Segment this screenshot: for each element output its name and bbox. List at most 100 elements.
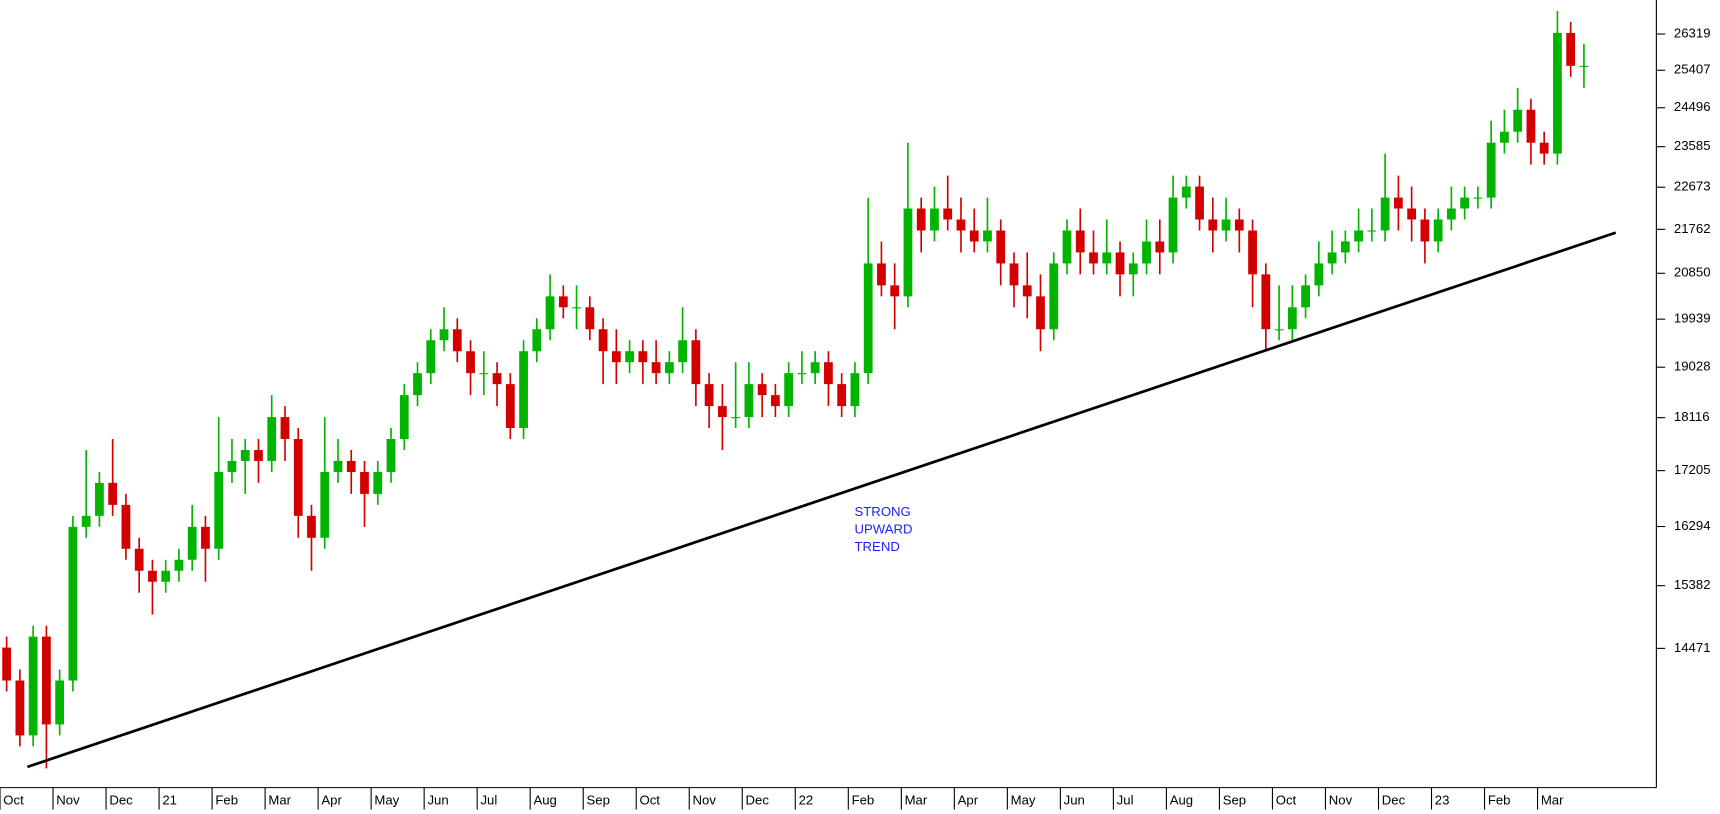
candle-body — [863, 263, 873, 374]
candle-body — [890, 285, 900, 297]
candle-body — [1049, 263, 1059, 330]
candle-body — [983, 230, 992, 242]
candle-body — [466, 351, 475, 374]
candle-body — [903, 208, 913, 297]
candle-body — [1075, 230, 1085, 253]
candle-body — [28, 636, 38, 736]
y-tick-label: 23585 — [1674, 138, 1711, 153]
candle-body — [95, 482, 104, 516]
x-tick-label: Dec — [1382, 792, 1406, 807]
candle-body — [161, 570, 171, 582]
x-tick-label: May — [374, 792, 399, 807]
x-tick-label: Apr — [958, 792, 979, 807]
x-tick-label: 21 — [162, 792, 177, 807]
candle-body — [717, 406, 727, 418]
x-tick-label: Aug — [1170, 792, 1193, 807]
y-tick-label: 26319 — [1674, 26, 1711, 41]
x-tick-label: Sep — [1223, 792, 1246, 807]
x-tick-label: Feb — [1488, 792, 1511, 807]
x-tick-label: Dec — [109, 792, 133, 807]
candle-body — [1089, 252, 1098, 264]
candle-body — [280, 417, 290, 440]
candle-body — [333, 460, 343, 472]
candle-body — [1128, 263, 1138, 275]
candle-body — [373, 471, 383, 494]
candle-body — [42, 636, 51, 725]
trendline — [27, 231, 1617, 769]
y-tick-label: 17205 — [1674, 462, 1711, 477]
candle-body — [240, 450, 250, 461]
candle-body — [638, 351, 648, 363]
candle-body — [1168, 197, 1178, 253]
x-tick-label: 22 — [799, 792, 814, 807]
candle-body — [214, 471, 224, 549]
y-tick-label: 19939 — [1674, 311, 1711, 326]
candle-body — [731, 417, 741, 419]
x-tick-label: Jun — [1064, 792, 1085, 807]
candle-body — [810, 362, 820, 374]
x-tick-label: Oct — [3, 792, 24, 807]
candle-body — [824, 362, 833, 385]
candle-body — [1354, 230, 1363, 242]
candle-body — [956, 219, 966, 231]
candle-body — [1022, 285, 1032, 297]
candle-body — [1248, 230, 1257, 275]
candle-body — [744, 384, 754, 418]
candle-body — [413, 373, 422, 396]
candle-body — [1327, 252, 1337, 264]
candle-body — [1221, 219, 1231, 231]
candle-body — [1036, 296, 1045, 330]
candle-body — [877, 263, 886, 286]
candle-body — [545, 296, 555, 330]
x-tick-label: May — [1011, 792, 1036, 807]
candle-body — [1195, 186, 1204, 220]
y-tick-label: 21762 — [1674, 221, 1711, 236]
x-tick-label: Apr — [321, 792, 342, 807]
x-tick-label: Oct — [640, 792, 661, 807]
candle-body — [969, 230, 979, 242]
candle-body — [1261, 274, 1271, 330]
candle-body — [930, 208, 939, 231]
candle-body — [1446, 208, 1456, 220]
candle-body — [227, 460, 237, 472]
x-tick-label: 23 — [1435, 792, 1450, 807]
candle-body — [148, 570, 157, 582]
candle-body — [187, 526, 197, 560]
x-tick-label: Feb — [215, 792, 238, 807]
candle-body — [1142, 241, 1151, 264]
candle-body — [386, 439, 396, 472]
x-tick-label: Jun — [427, 792, 448, 807]
x-tick-label: Nov — [56, 792, 80, 807]
x-tick-label: Aug — [533, 792, 556, 807]
x-tick-label: Nov — [1329, 792, 1353, 807]
x-tick-label: Feb — [852, 792, 875, 807]
candle-body — [625, 351, 634, 363]
candle-body — [1301, 285, 1310, 308]
candle-body — [108, 482, 118, 505]
candle-body — [293, 439, 303, 516]
y-tick-label: 24496 — [1674, 99, 1711, 114]
candle-body — [505, 384, 515, 429]
candle-body — [81, 515, 91, 527]
candle-body — [1062, 230, 1072, 264]
candle-body — [174, 559, 184, 571]
candle-body — [1380, 197, 1390, 231]
candle-body — [439, 329, 449, 341]
y-tick-label: 22673 — [1674, 179, 1711, 194]
candle-body — [479, 373, 489, 375]
candle-body — [558, 296, 568, 308]
candle-body — [346, 460, 356, 472]
candle-body — [1155, 241, 1165, 253]
candle-body — [1539, 142, 1549, 154]
candle-body — [1526, 109, 1536, 143]
candle-body — [611, 351, 621, 363]
candle-body — [1420, 219, 1430, 242]
candle-body — [320, 471, 330, 538]
candle-body — [1460, 197, 1470, 209]
candle-body — [678, 340, 688, 363]
candle-body — [426, 340, 436, 374]
candle-body — [1340, 241, 1350, 253]
candle-body — [704, 384, 714, 407]
candle-body — [784, 373, 794, 407]
